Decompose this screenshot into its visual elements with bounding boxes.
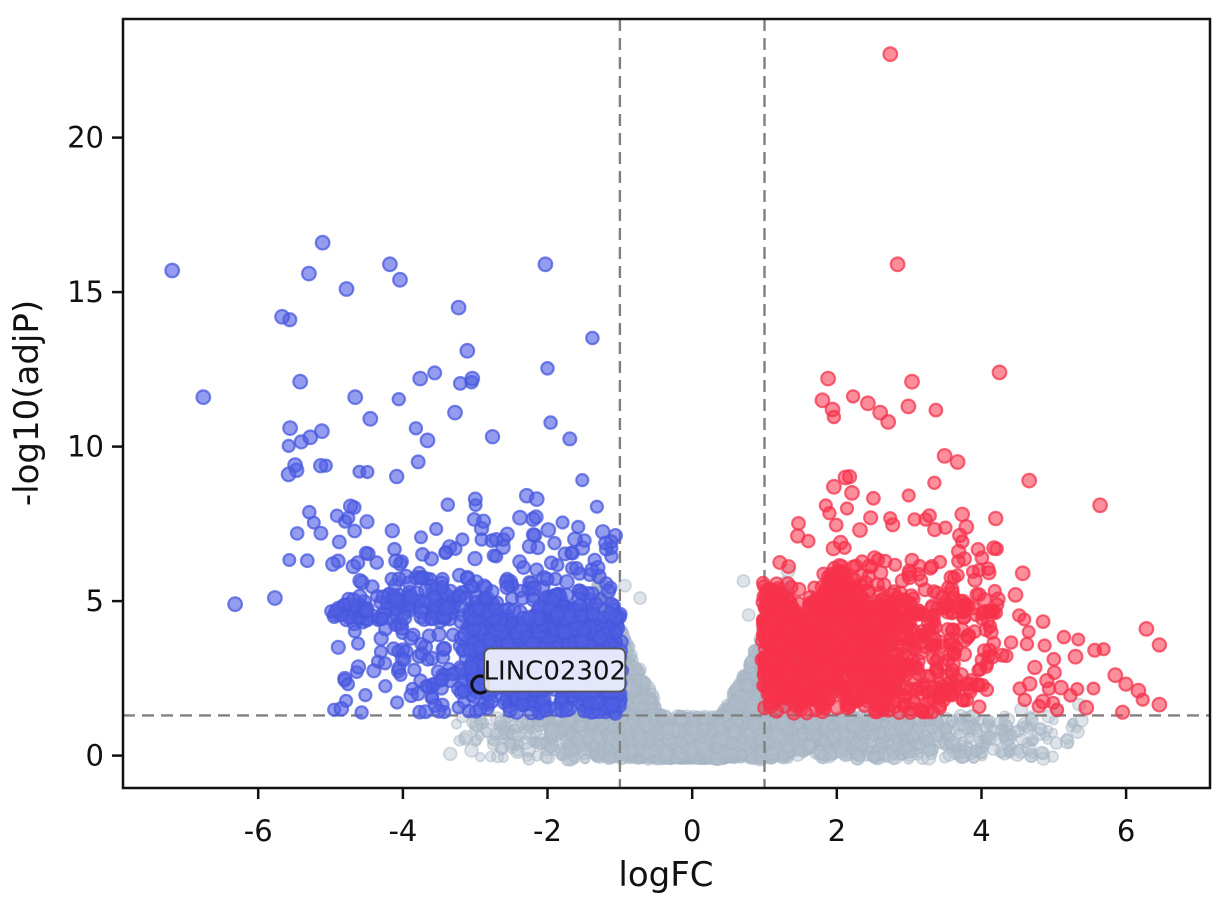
axes [121,17,1212,790]
threshold-lines [123,19,1210,788]
y-tick-label: 10 [67,430,104,464]
x-tick-label: 0 [683,814,701,848]
x-tick-label: -6 [244,814,273,848]
x-axis-label: logFC [618,855,713,895]
x-tick-label: -2 [533,814,562,848]
scatter-points-up-regulated [754,46,1168,721]
annotation-label: LINC02302 [484,657,626,687]
x-tick-label: 4 [972,814,990,848]
x-tick-label: 6 [1117,814,1135,848]
y-tick-label: 0 [86,739,104,773]
y-tick-label: 15 [67,275,104,309]
y-tick-label: 20 [67,121,104,155]
tick-marks-and-labels: -6 -4 -2 0 2 4 6 0 5 10 15 20 [67,121,1135,848]
plot-frame [121,17,1212,790]
x-tick-label: -4 [388,814,417,848]
y-axis-label: -log10(adjP) [7,300,47,506]
scatter-points-down-regulated [164,234,630,721]
x-tick-label: 2 [828,814,846,848]
y-tick-label: 5 [86,584,104,618]
annotation-box [483,647,627,693]
annotation-group: LINC02302 [470,647,627,695]
